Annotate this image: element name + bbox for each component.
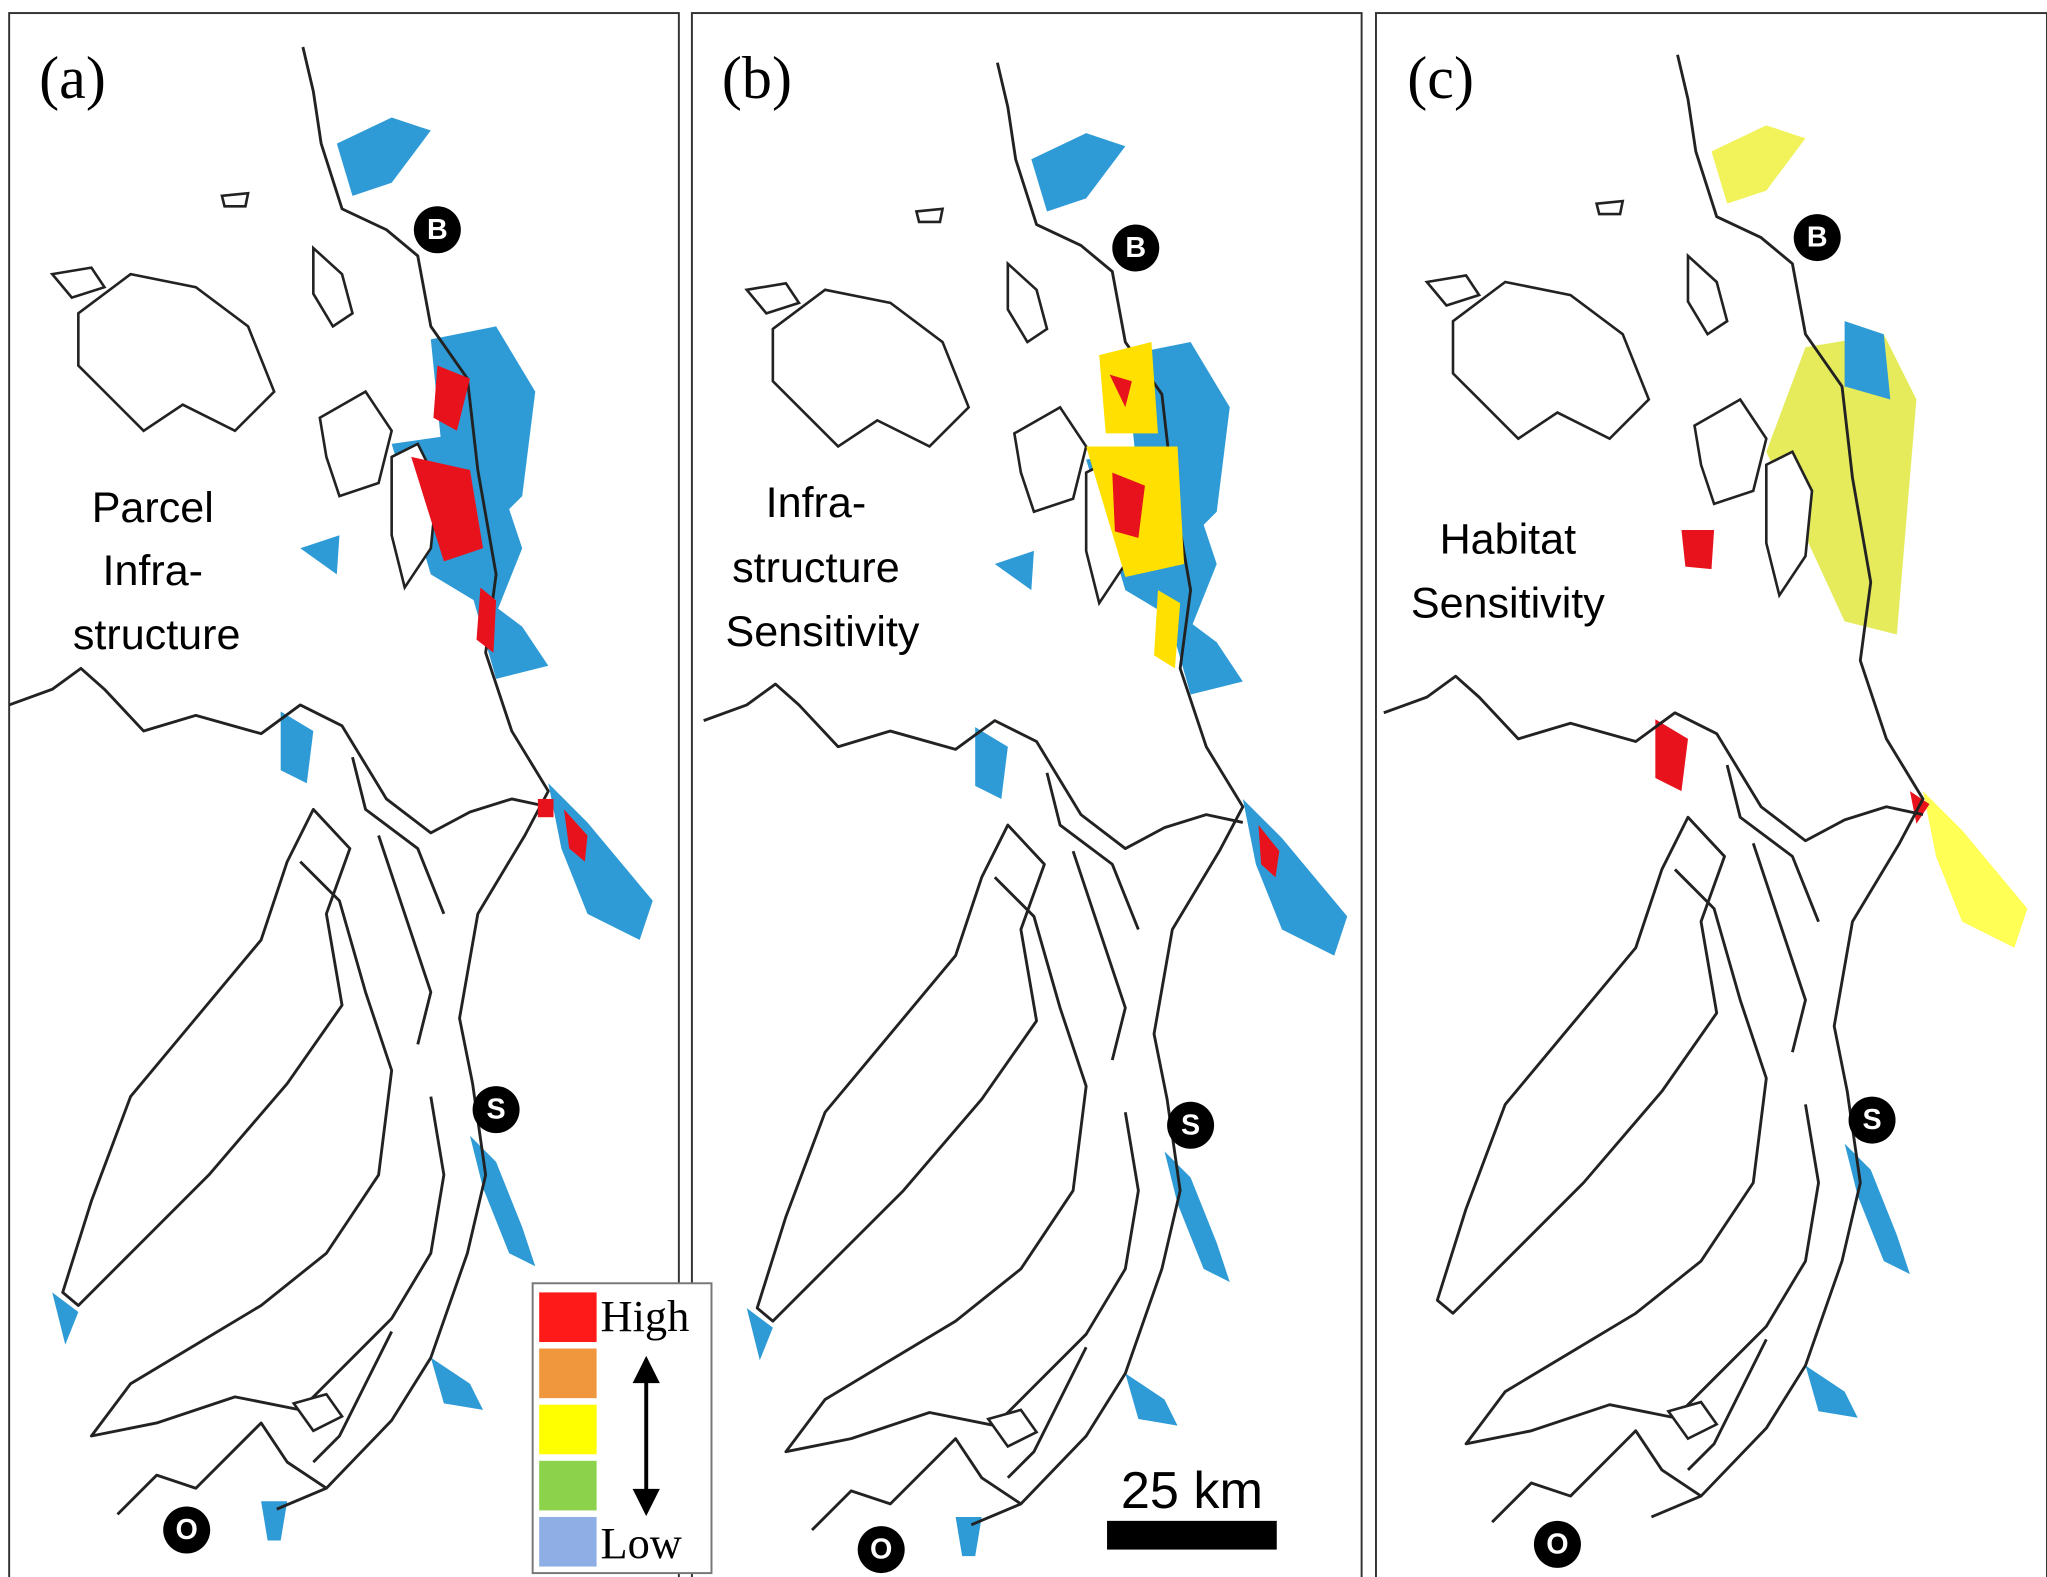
legend-swatch	[539, 1516, 597, 1567]
panel-frame	[8, 12, 680, 1577]
city-label: O	[1546, 1528, 1568, 1560]
panel-frame	[690, 12, 1363, 1577]
panel-frame	[1374, 12, 2047, 1577]
coastline	[702, 61, 1245, 1532]
legend-swatch	[539, 1292, 597, 1343]
city-label: B	[1125, 232, 1146, 264]
city-marker	[163, 1506, 211, 1554]
coastline	[7, 45, 550, 1516]
panel-label: (c)	[1407, 44, 1474, 111]
scale-bar-label: 25 km	[1121, 1462, 1263, 1520]
coastline	[1382, 53, 1925, 1524]
city-marker	[1167, 1101, 1215, 1149]
city-marker	[857, 1526, 905, 1574]
panel-title: Habitat	[1440, 516, 1577, 564]
city-label: S	[1862, 1104, 1881, 1136]
legend-high: High	[601, 1291, 690, 1341]
city-markers: B S O B S O B S O	[163, 206, 1896, 1574]
habitat-areas	[1655, 125, 2028, 1418]
city-label: S	[487, 1094, 506, 1126]
panel-title: structure	[73, 611, 241, 659]
city-label: B	[427, 214, 448, 246]
panel-title: Parcel	[92, 484, 214, 532]
city-marker	[1533, 1520, 1581, 1568]
legend-swatch	[539, 1404, 597, 1455]
legend-swatch	[539, 1460, 597, 1511]
city-marker	[472, 1086, 520, 1134]
legend: High Low	[531, 1282, 713, 1575]
city-marker	[1112, 224, 1160, 272]
panel-title: structure	[732, 544, 900, 592]
city-label: S	[1181, 1109, 1200, 1141]
panel-title: Infra-	[766, 479, 867, 527]
city-label: O	[870, 1534, 892, 1566]
sensitivity-areas	[1086, 342, 1280, 878]
legend-low: Low	[601, 1518, 682, 1568]
panel-title: Sensitivity	[1411, 579, 1605, 627]
panel-b: (b) Infra- structure Sensitivity 25 km	[690, 12, 1363, 1577]
legend-arrow	[632, 1355, 660, 1517]
scale-bar	[1107, 1520, 1277, 1550]
city-marker	[1848, 1096, 1896, 1144]
panel-title: Infra-	[102, 547, 203, 595]
panel-a: (a) Parcel Infra- structure	[7, 12, 680, 1577]
panel-title: Sensitivity	[725, 608, 919, 656]
city-marker	[1793, 214, 1841, 262]
map	[702, 61, 1348, 1557]
high-areas	[411, 365, 588, 862]
city-label: O	[176, 1514, 198, 1546]
legend-swatch	[539, 1348, 597, 1399]
panel-label: (b)	[722, 44, 792, 111]
panel-label: (a)	[39, 44, 106, 111]
city-marker	[413, 206, 461, 254]
city-label: B	[1807, 222, 1828, 254]
map	[1382, 53, 2028, 1524]
panel-c: (c) Habitat Sensitivity	[1374, 12, 2047, 1577]
